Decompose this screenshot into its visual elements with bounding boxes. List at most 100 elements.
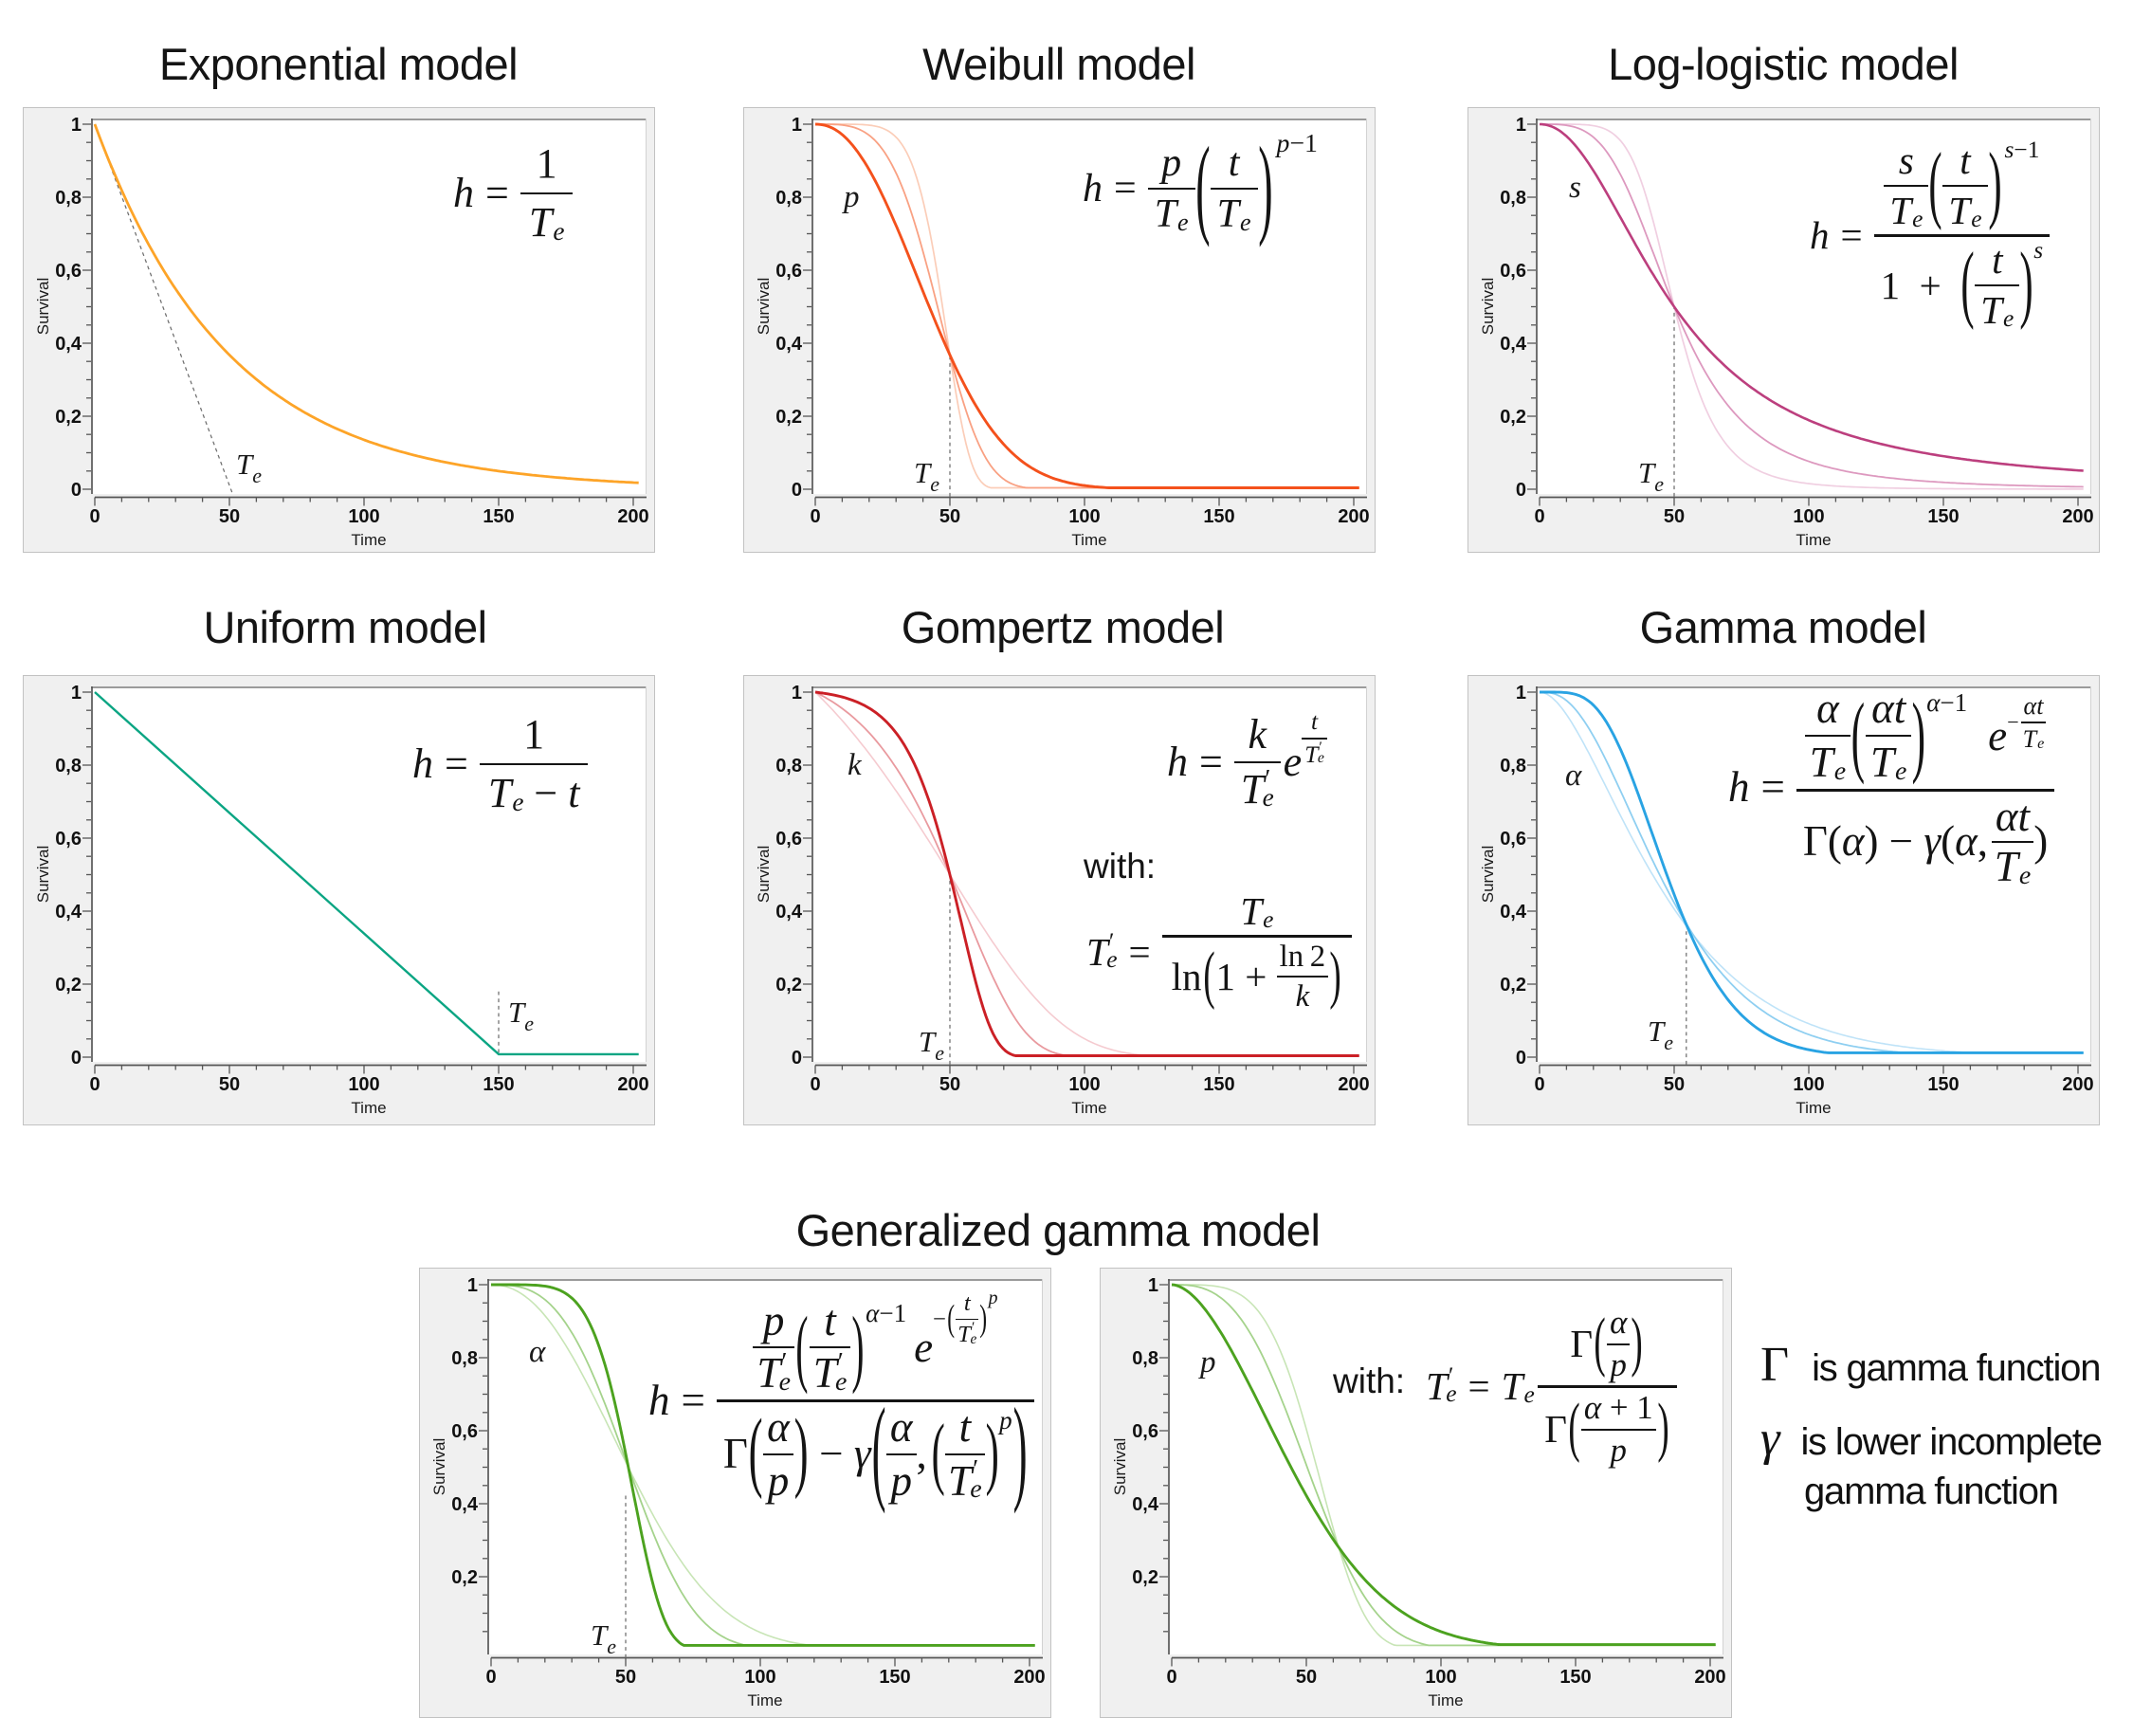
svg-text:Time: Time (1071, 531, 1106, 549)
svg-text:100: 100 (1425, 1667, 1456, 1688)
svg-text:0,2: 0,2 (775, 975, 802, 996)
svg-text:Time: Time (747, 1691, 782, 1709)
svg-text:50: 50 (1296, 1667, 1317, 1688)
svg-text:200: 200 (617, 506, 648, 527)
svg-text:0: 0 (71, 480, 82, 501)
svg-text:100: 100 (1793, 1074, 1824, 1095)
svg-text:0,2: 0,2 (451, 1567, 478, 1588)
svg-text:0,6: 0,6 (451, 1421, 478, 1442)
svg-text:0,4: 0,4 (775, 902, 803, 923)
svg-text:0,4: 0,4 (1132, 1494, 1159, 1515)
svg-text:Survival: Survival (1479, 278, 1497, 335)
svg-text:150: 150 (1559, 1667, 1591, 1688)
svg-text:0,2: 0,2 (1500, 407, 1526, 428)
svg-text:0: 0 (89, 506, 100, 527)
svg-text:Survival: Survival (430, 1438, 448, 1495)
svg-text:k: k (848, 748, 863, 782)
svg-text:Survival: Survival (755, 278, 773, 335)
svg-text:Survival: Survival (1479, 846, 1497, 903)
svg-text:0,6: 0,6 (55, 261, 82, 282)
svg-text:0,8: 0,8 (55, 756, 82, 777)
svg-text:1: 1 (71, 115, 82, 136)
svg-text:0,6: 0,6 (1132, 1421, 1158, 1442)
svg-text:0,4: 0,4 (55, 902, 82, 923)
svg-text:50: 50 (1664, 1074, 1685, 1095)
svg-text:0: 0 (89, 1074, 100, 1095)
svg-text:200: 200 (1338, 506, 1369, 527)
svg-text:0,4: 0,4 (1500, 334, 1527, 355)
svg-text:0,8: 0,8 (775, 188, 802, 209)
svg-text:1: 1 (1148, 1275, 1158, 1296)
svg-text:p: p (842, 180, 860, 214)
svg-text:50: 50 (615, 1667, 636, 1688)
svg-text:100: 100 (1068, 506, 1100, 527)
svg-text:50: 50 (219, 1074, 240, 1095)
svg-text:Time: Time (1796, 1099, 1831, 1117)
svg-text:1: 1 (467, 1275, 478, 1296)
svg-text:Survival: Survival (34, 846, 52, 903)
svg-text:0: 0 (1534, 506, 1544, 527)
svg-text:0,6: 0,6 (775, 261, 802, 282)
svg-text:150: 150 (1203, 506, 1234, 527)
svg-text:1: 1 (1516, 683, 1526, 704)
svg-text:0: 0 (792, 1048, 802, 1069)
svg-text:150: 150 (1927, 1074, 1959, 1095)
svg-text:50: 50 (939, 506, 960, 527)
svg-text:0,8: 0,8 (775, 756, 802, 777)
svg-text:0,4: 0,4 (1500, 902, 1527, 923)
svg-text:0,8: 0,8 (55, 188, 82, 209)
svg-text:0,4: 0,4 (775, 334, 803, 355)
svg-text:0,8: 0,8 (451, 1348, 478, 1369)
svg-text:Time: Time (1796, 531, 1831, 549)
svg-text:0: 0 (485, 1667, 496, 1688)
svg-text:100: 100 (1068, 1074, 1100, 1095)
svg-text:100: 100 (348, 506, 379, 527)
svg-text:0,2: 0,2 (775, 407, 802, 428)
svg-text:α: α (529, 1335, 546, 1369)
svg-text:150: 150 (1927, 506, 1959, 527)
svg-text:0,2: 0,2 (55, 407, 82, 428)
svg-text:0: 0 (1516, 480, 1526, 501)
svg-text:0,6: 0,6 (55, 829, 82, 850)
svg-text:0,8: 0,8 (1132, 1348, 1158, 1369)
svg-text:0,2: 0,2 (1500, 975, 1526, 996)
svg-text:0: 0 (1516, 1048, 1526, 1069)
svg-text:Survival: Survival (34, 278, 52, 335)
svg-text:p: p (1198, 1345, 1216, 1380)
svg-text:1: 1 (792, 683, 802, 704)
svg-text:Time: Time (351, 531, 386, 549)
svg-text:150: 150 (483, 1074, 514, 1095)
svg-text:Time: Time (1428, 1691, 1463, 1709)
svg-text:0,6: 0,6 (1500, 829, 1526, 850)
svg-text:100: 100 (744, 1667, 775, 1688)
svg-text:0,2: 0,2 (55, 975, 82, 996)
svg-text:0,2: 0,2 (1132, 1567, 1158, 1588)
svg-text:0: 0 (810, 1074, 820, 1095)
svg-text:200: 200 (1013, 1667, 1045, 1688)
svg-text:50: 50 (219, 506, 240, 527)
svg-text:1: 1 (1516, 115, 1526, 136)
svg-text:100: 100 (1793, 506, 1824, 527)
svg-text:0,8: 0,8 (1500, 756, 1526, 777)
svg-text:α: α (1565, 758, 1582, 793)
svg-text:1: 1 (792, 115, 802, 136)
svg-text:200: 200 (2062, 1074, 2093, 1095)
svg-text:200: 200 (1338, 1074, 1369, 1095)
svg-text:50: 50 (939, 1074, 960, 1095)
svg-text:0: 0 (1166, 1667, 1176, 1688)
svg-text:100: 100 (348, 1074, 379, 1095)
svg-text:0,6: 0,6 (775, 829, 802, 850)
svg-text:0: 0 (810, 506, 820, 527)
svg-text:Survival: Survival (1111, 1438, 1129, 1495)
svg-text:Survival: Survival (755, 846, 773, 903)
svg-text:200: 200 (1694, 1667, 1725, 1688)
svg-text:0,4: 0,4 (451, 1494, 479, 1515)
svg-text:0,6: 0,6 (1500, 261, 1526, 282)
svg-text:200: 200 (2062, 506, 2093, 527)
svg-text:0: 0 (1534, 1074, 1544, 1095)
svg-text:Time: Time (351, 1099, 386, 1117)
svg-text:150: 150 (879, 1667, 910, 1688)
svg-text:50: 50 (1664, 506, 1685, 527)
svg-text:200: 200 (617, 1074, 648, 1095)
svg-text:150: 150 (483, 506, 514, 527)
